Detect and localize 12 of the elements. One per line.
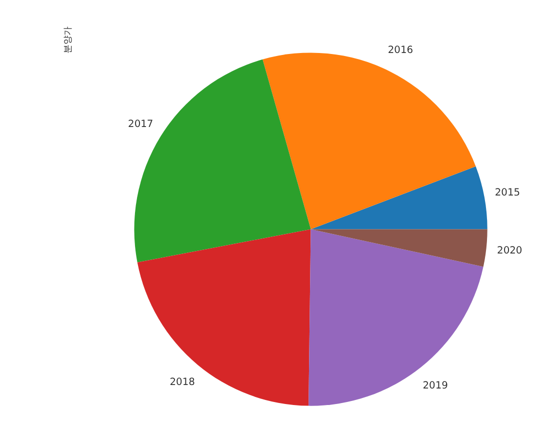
slice-label: 2019 [422, 380, 448, 392]
pie-slice [310, 166, 488, 230]
pie-slice [137, 229, 311, 406]
slice-label: 2016 [388, 45, 414, 56]
slice-label: 2017 [128, 118, 154, 130]
pie-slice [262, 52, 476, 230]
slice-label: 2018 [170, 377, 195, 388]
slice-label: 2020 [497, 245, 522, 256]
slice-label: 2015 [494, 188, 520, 199]
pie-slice [308, 229, 484, 406]
text: 분양가 [62, 26, 72, 54]
pie-slice [310, 229, 488, 267]
